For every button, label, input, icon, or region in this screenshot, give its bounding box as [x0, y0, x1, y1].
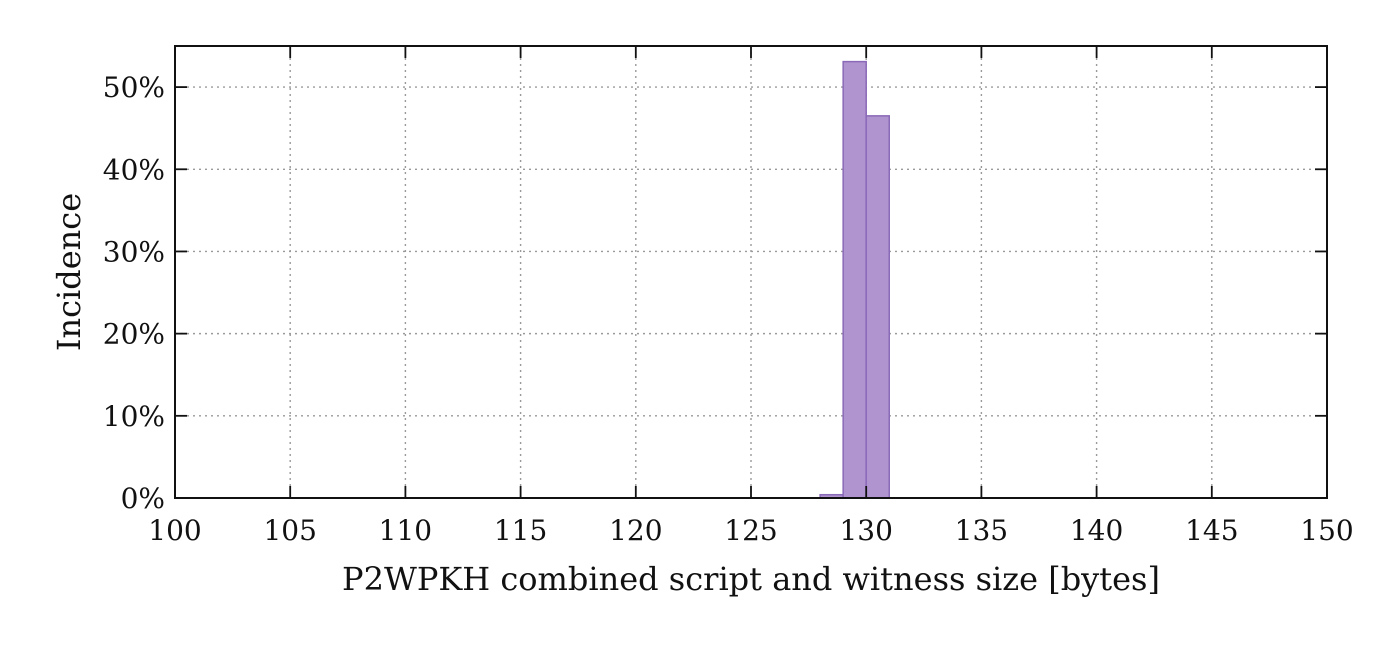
x-tick-label: 135: [955, 514, 1008, 547]
x-tick-label: 145: [1185, 514, 1238, 547]
x-tick-label: 125: [724, 514, 777, 547]
x-axis-label: P2WPKH combined script and witness size …: [342, 560, 1160, 598]
y-tick-label: 10%: [103, 400, 165, 433]
y-tick-label: 0%: [121, 482, 165, 515]
x-tick-label: 150: [1300, 514, 1353, 547]
axis-ticks: [174, 46, 1328, 499]
x-tick-label: 120: [609, 514, 662, 547]
y-tick-label: 30%: [103, 235, 165, 268]
x-tick-label: 100: [148, 514, 201, 547]
histogram-bar: [865, 115, 890, 499]
x-tick-label: 110: [379, 514, 432, 547]
grid-lines: [175, 46, 1327, 498]
y-tick-label: 40%: [103, 153, 165, 186]
y-tick-label: 50%: [103, 71, 165, 104]
histogram-bars: [819, 60, 890, 499]
x-tick-label: 130: [839, 514, 892, 547]
tick-labels: 100 105 110 115 120 125 130 135 140 145 150 0% 10% 20…: [103, 71, 1354, 547]
x-tick-label: 115: [494, 514, 547, 547]
x-tick-label: 140: [1070, 514, 1123, 547]
x-tick-label: 105: [263, 514, 316, 547]
y-axis-label: Incidence: [50, 193, 88, 351]
histogram-bar: [842, 60, 867, 499]
y-tick-label: 20%: [103, 318, 165, 351]
